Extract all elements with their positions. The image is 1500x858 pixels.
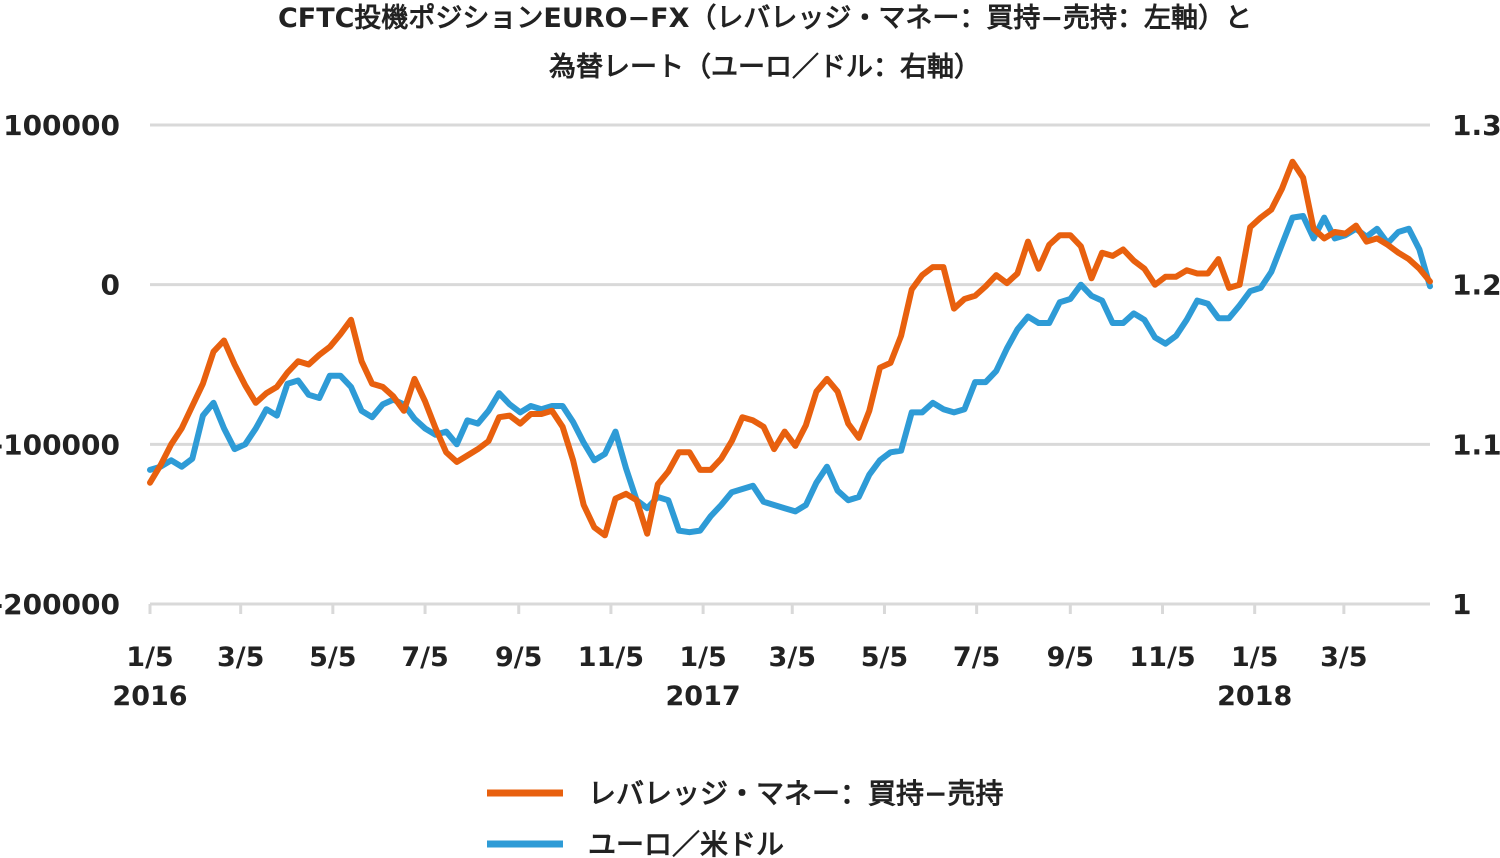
x-tick-label: 11/5 [578, 642, 644, 673]
right-tick-label: 1.1 [1452, 428, 1500, 461]
chart-title-line-2: 為替レート（ユーロ／ドル：右軸） [549, 51, 981, 83]
right-tick-label: 1 [1452, 588, 1471, 621]
grid [150, 123, 1430, 446]
legend-label-leverage-money: レバレッジ・マネー：買持−売持 [588, 777, 1003, 810]
series-line-eurusd [147, 213, 1433, 536]
x-tick-year: 2017 [666, 681, 741, 712]
x-tick-label: 5/5 [309, 642, 356, 673]
x-tick-label: 3/5 [1320, 642, 1367, 673]
x-tick-label: 1/5 [126, 642, 173, 673]
left-tick-label: 0 [101, 269, 120, 302]
right-tick-label: 1.3 [1452, 109, 1500, 142]
x-tick-label: 1/5 [1231, 642, 1278, 673]
legend-label-eurusd: ユーロ／米ドル [588, 828, 784, 858]
left-axis: 100000 0 -100000 -200000 [0, 109, 120, 621]
x-tick-label: 3/5 [769, 642, 816, 673]
x-tick-label: 9/5 [495, 642, 542, 673]
left-tick-label: -100000 [0, 428, 120, 461]
x-tick-label: 9/5 [1047, 642, 1094, 673]
x-tick-label: 5/5 [861, 642, 908, 673]
legend: レバレッジ・マネー：買持−売持 ユーロ／米ドル [487, 777, 1003, 858]
left-tick-label: 100000 [3, 109, 120, 142]
x-axis: 1/5 2016 3/5 5/5 7/5 9/5 11/5 1/5 2017 3/5 5/5 7/5 9… [112, 602, 1430, 712]
chart-title-line-1: CFTC投機ポジションEURO−FX（レバレッジ・マネー：買持−売持：左軸）と [278, 3, 1252, 34]
right-axis: 1.3 1.2 1.1 1 [1452, 109, 1500, 621]
x-tick-label: 11/5 [1129, 642, 1195, 673]
right-tick-label: 1.2 [1452, 269, 1500, 302]
x-tick-label: 1/5 [679, 642, 726, 673]
series-lines [147, 158, 1433, 539]
x-tick-label: 7/5 [953, 642, 1000, 673]
left-tick-label: -200000 [0, 588, 120, 621]
x-tick-year: 2018 [1217, 681, 1292, 712]
x-tick-label: 7/5 [401, 642, 448, 673]
series-line-leverage-money [147, 158, 1433, 539]
x-tick-label: 3/5 [217, 642, 264, 673]
x-tick-year: 2016 [112, 681, 187, 712]
